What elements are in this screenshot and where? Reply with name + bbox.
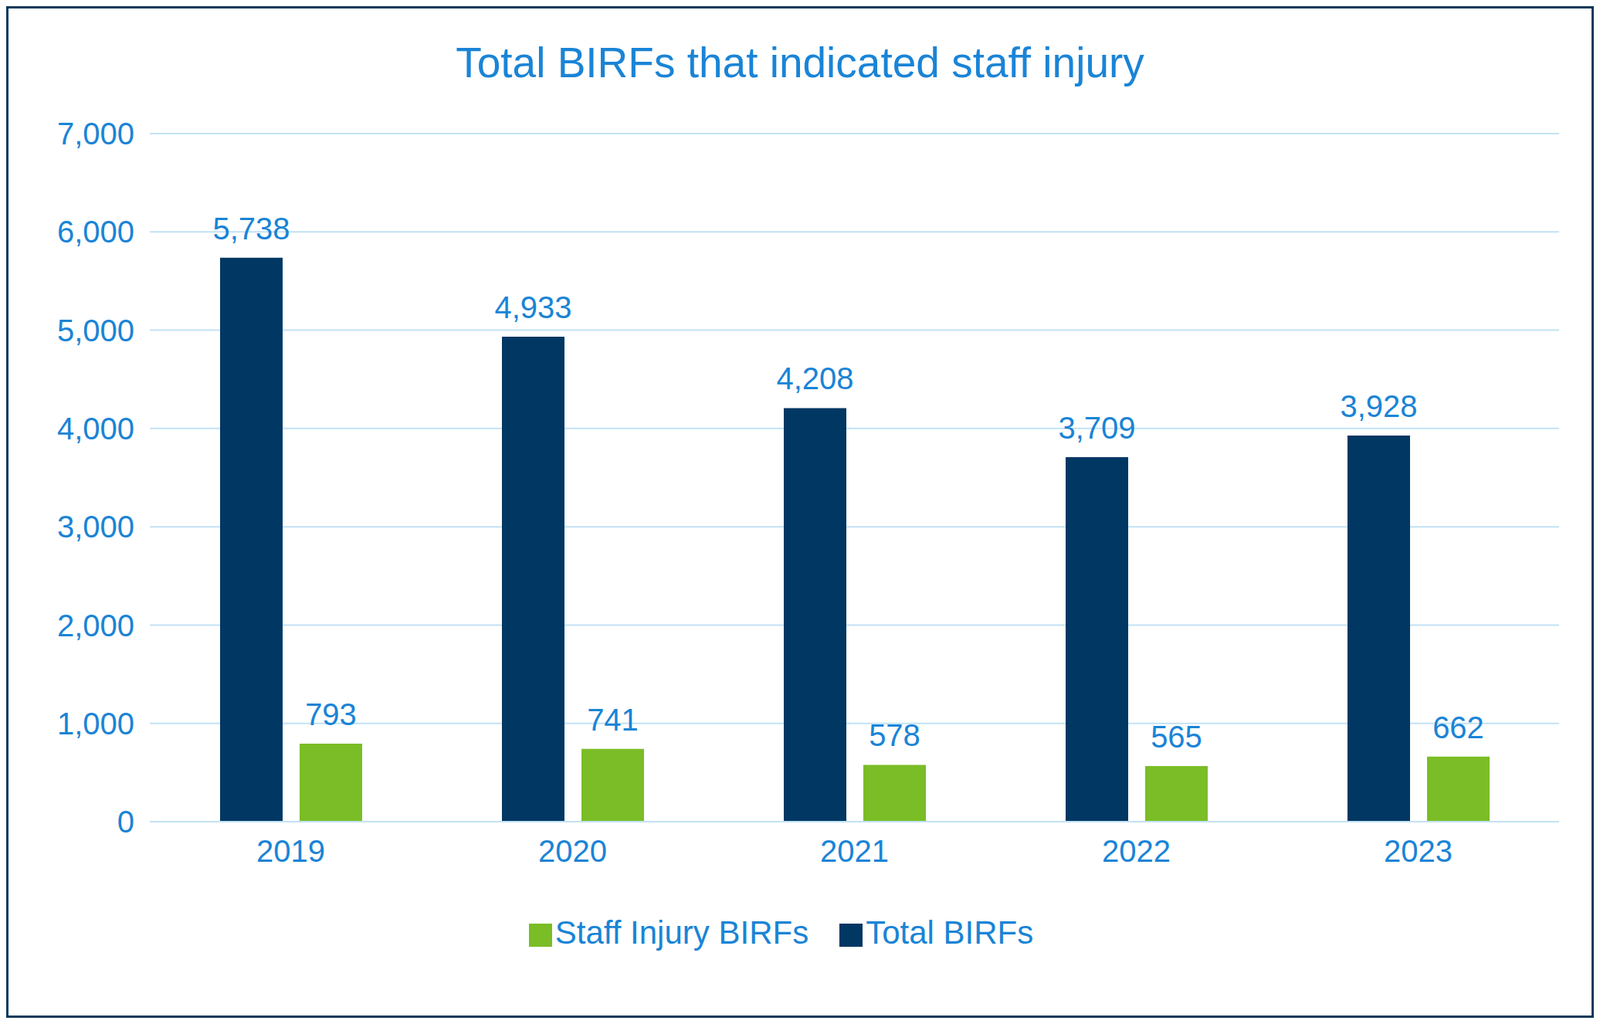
svg-text:741: 741 bbox=[586, 702, 639, 737]
svg-text:2023: 2023 bbox=[1383, 833, 1453, 868]
svg-text:3,928: 3,928 bbox=[1339, 389, 1417, 424]
svg-text:3,000: 3,000 bbox=[57, 509, 135, 544]
html-text:Total BIRFs: Total BIRFs bbox=[865, 914, 1034, 951]
html-text:Staff Injury BIRFs: Staff Injury BIRFs bbox=[555, 914, 809, 951]
svg-text:4,000: 4,000 bbox=[57, 411, 135, 446]
svg-text:662: 662 bbox=[1432, 710, 1485, 745]
svg-text:4,933: 4,933 bbox=[494, 290, 572, 325]
svg-text:2020: 2020 bbox=[538, 833, 607, 868]
html-text:Total BIRFs that indicated sta: Total BIRFs that indicated staff injury bbox=[455, 38, 1145, 87]
svg-text:7,000: 7,000 bbox=[57, 116, 135, 151]
svg-text:578: 578 bbox=[868, 718, 921, 753]
svg-text:2021: 2021 bbox=[820, 833, 889, 868]
svg-text:2019: 2019 bbox=[256, 833, 326, 868]
svg-text:0: 0 bbox=[117, 804, 135, 839]
svg-text:2,000: 2,000 bbox=[57, 608, 135, 643]
svg-text:1,000: 1,000 bbox=[57, 706, 135, 741]
svg-text:3,709: 3,709 bbox=[1057, 410, 1136, 445]
svg-text:6,000: 6,000 bbox=[57, 214, 135, 249]
svg-text:5,738: 5,738 bbox=[212, 211, 290, 246]
svg-text:4,208: 4,208 bbox=[776, 361, 854, 396]
svg-text:5,000: 5,000 bbox=[57, 313, 135, 348]
svg-text:793: 793 bbox=[305, 697, 357, 732]
svg-text:2022: 2022 bbox=[1101, 833, 1171, 868]
svg-text:565: 565 bbox=[1150, 719, 1203, 754]
